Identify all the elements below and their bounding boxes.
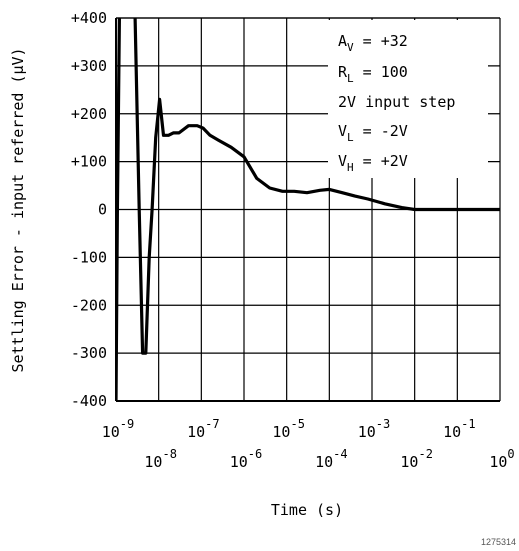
annotation-box xyxy=(328,20,488,178)
annotation-line: VH = +2V xyxy=(338,152,408,174)
annotation-line: AV = +32 xyxy=(338,32,408,54)
y-tick-label: 0 xyxy=(98,201,107,219)
y-tick-label: -200 xyxy=(71,296,107,314)
annotation-texts: AV = +32 RL = 100 2V input step VL = -2V VH … xyxy=(338,32,455,174)
x-tick-label: 10-8 xyxy=(144,447,177,471)
x-tick-labels: 10-9 10-8 10-7 10-6 10-5 10-4 10-3 10-2 10-1 100 xyxy=(102,417,515,471)
y-tick-label: +200 xyxy=(71,105,107,123)
x-tick-label: 10-7 xyxy=(187,417,220,441)
x-axis-title: Time (s) xyxy=(271,501,343,519)
series-line xyxy=(116,18,500,401)
x-tick-label: 10-6 xyxy=(230,447,263,471)
y-tick-labels: +400 +300 +200 +100 0 -100 -200 -300 -400 xyxy=(71,9,107,410)
y-tick-label: +100 xyxy=(71,153,107,171)
y-tick-label: +300 xyxy=(71,57,107,75)
series-layer xyxy=(116,18,500,401)
x-tick-label: 10-3 xyxy=(358,417,391,441)
x-tick-label: 10-4 xyxy=(315,447,348,471)
annotation-background xyxy=(328,20,488,178)
y-tick-label: +400 xyxy=(71,9,107,27)
x-tick-label: 10-1 xyxy=(443,417,476,441)
y-tick-label: -300 xyxy=(71,344,107,362)
y-axis-title: Settling Error - input referred (μV) xyxy=(9,47,27,372)
annotation-line: 2V input step xyxy=(338,93,455,111)
figure-id: 1275314 xyxy=(481,537,516,547)
y-tick-label: -400 xyxy=(71,392,107,410)
annotation-line: RL = 100 xyxy=(338,63,408,85)
x-tick-label: 100 xyxy=(489,447,514,471)
annotation-line: VL = -2V xyxy=(338,122,408,144)
y-tick-label: -100 xyxy=(71,248,107,266)
x-tick-label: 10-2 xyxy=(400,447,433,471)
x-tick-label: 10-9 xyxy=(102,417,135,441)
x-tick-label: 10-5 xyxy=(272,417,305,441)
